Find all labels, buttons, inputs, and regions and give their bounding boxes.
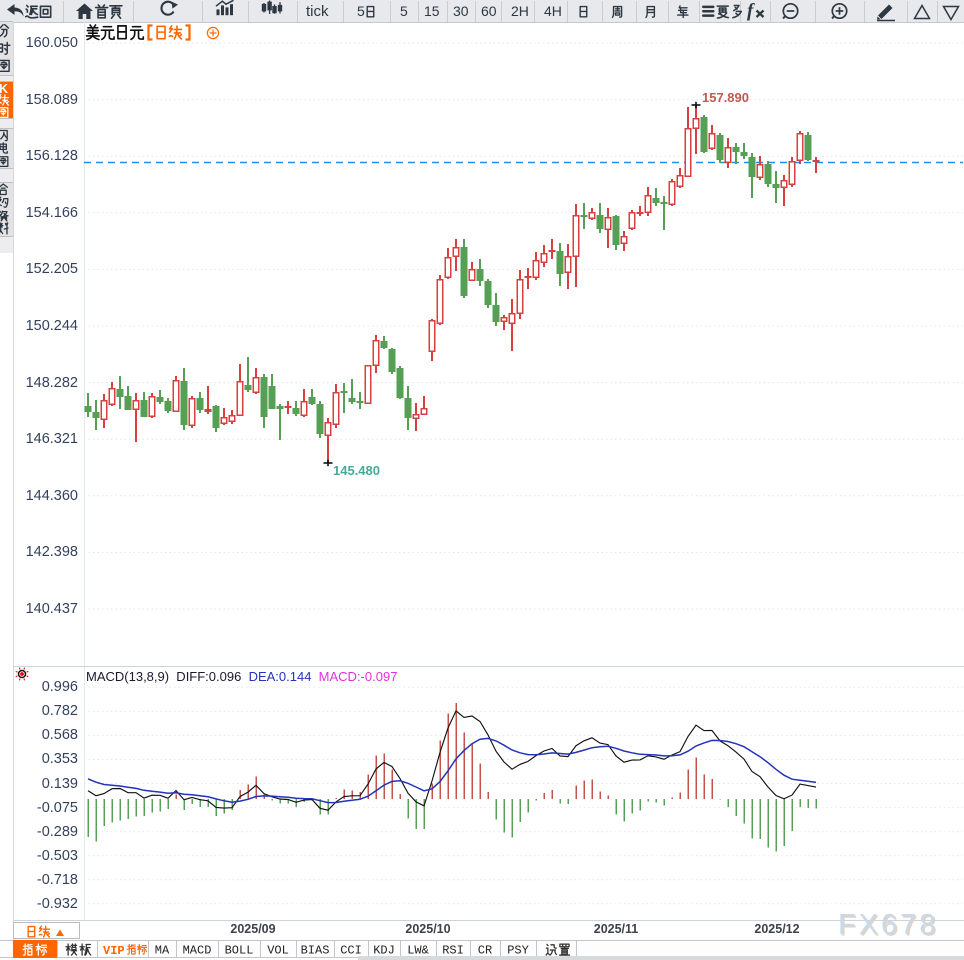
svg-text:f: f bbox=[747, 1, 755, 22]
svg-text:K: K bbox=[0, 82, 8, 96]
svg-text:MA: MA bbox=[155, 944, 170, 958]
svg-text:LW&: LW& bbox=[407, 944, 429, 958]
svg-text:VIP: VIP bbox=[103, 944, 125, 958]
svg-text:RSI: RSI bbox=[442, 944, 464, 958]
svg-text:MACD: MACD bbox=[183, 944, 212, 958]
svg-text:CCI: CCI bbox=[340, 944, 362, 958]
svg-text:KDJ: KDJ bbox=[373, 944, 395, 958]
svg-text:PSY: PSY bbox=[507, 944, 529, 958]
svg-text:CR: CR bbox=[478, 944, 492, 958]
svg-text:VOL: VOL bbox=[267, 944, 289, 958]
svg-text:BOLL: BOLL bbox=[225, 944, 254, 958]
svg-text:BIAS: BIAS bbox=[301, 944, 330, 958]
